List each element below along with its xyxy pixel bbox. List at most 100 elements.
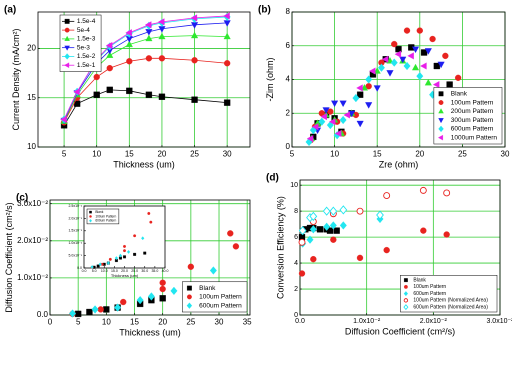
marker <box>329 221 337 230</box>
legend-marker <box>89 215 92 218</box>
marker <box>91 305 99 314</box>
x-tick-label: 15.0 <box>111 269 118 273</box>
x-tick-label: 0.0 <box>82 269 87 273</box>
x-axis-title: Zre (ohm) <box>379 159 419 169</box>
y-tick-label: 3.0x10⁻² <box>17 199 48 208</box>
legend-marker <box>403 304 409 311</box>
marker <box>309 125 317 135</box>
legend-marker <box>89 210 92 214</box>
y-tick-label: 5.0x10⁻³ <box>68 254 82 258</box>
marker <box>356 207 364 215</box>
y-axis-title: Conversion Efficiency (%) <box>275 196 285 299</box>
legend-marker <box>438 125 444 133</box>
plot-frame <box>291 11 506 148</box>
x-tick-label: 10 <box>92 149 101 158</box>
marker <box>227 230 234 237</box>
marker <box>394 50 402 58</box>
x-tick-label: 35.0 <box>151 269 158 273</box>
x-tick-label: 10 <box>330 149 339 158</box>
marker <box>446 81 453 88</box>
x-tick-label: 25 <box>186 317 195 326</box>
marker <box>309 225 317 234</box>
marker <box>411 63 420 71</box>
marker <box>159 295 166 302</box>
marker <box>232 243 240 250</box>
y-tick-label: 6 <box>294 234 298 241</box>
legend-marker <box>64 53 70 60</box>
marker <box>369 67 376 75</box>
y-axis-title: Current Density (mA/cm²) <box>11 28 21 130</box>
marker <box>419 187 427 194</box>
marker <box>420 227 427 234</box>
marker <box>98 262 102 267</box>
legend-marker <box>437 134 443 141</box>
marker <box>416 71 424 81</box>
marker <box>224 99 231 106</box>
marker <box>136 296 144 305</box>
marker <box>187 263 194 270</box>
marker <box>159 285 166 293</box>
marker <box>149 220 153 224</box>
marker <box>125 29 132 37</box>
marker <box>403 27 411 34</box>
marker <box>133 234 137 238</box>
marker <box>145 34 153 42</box>
marker <box>330 236 337 243</box>
plot-frame <box>49 199 251 316</box>
marker <box>69 309 77 318</box>
marker <box>114 303 122 312</box>
marker <box>123 245 126 248</box>
legend-box <box>433 87 503 145</box>
marker <box>356 84 363 92</box>
y-tick-label: 4 <box>286 75 291 84</box>
marker <box>429 35 436 43</box>
marker <box>442 52 449 59</box>
marker <box>306 135 314 143</box>
x-tick-label: 25 <box>190 149 199 158</box>
legend-label: 1.5e-1 <box>77 62 96 69</box>
x-tick-label: 3.0x10⁻² <box>486 318 512 325</box>
legend-marker <box>438 118 444 124</box>
marker <box>339 205 348 215</box>
x-tick-label: 20 <box>415 149 424 158</box>
legend-label: Blank <box>451 91 468 98</box>
legend-box <box>86 208 120 225</box>
marker <box>386 70 394 77</box>
marker <box>191 57 198 64</box>
legend-label: 200um Pattern <box>451 108 494 115</box>
marker <box>329 206 338 216</box>
marker <box>339 115 347 125</box>
x-tick-label: 40.0 <box>162 269 169 273</box>
marker <box>223 32 231 40</box>
x-tick-label: 15 <box>130 317 139 326</box>
marker <box>420 62 427 70</box>
y-tick-label: 10 <box>27 142 36 151</box>
marker <box>443 189 451 197</box>
y-tick-label: 0 <box>286 142 291 151</box>
marker <box>407 52 414 60</box>
marker <box>158 18 165 26</box>
y-tick-label: 8 <box>286 7 291 16</box>
legend-box <box>59 14 102 72</box>
marker <box>437 61 445 69</box>
y-tick-label: 1.0x10⁻² <box>68 241 82 245</box>
panel-label: (d) <box>266 173 279 184</box>
legend-marker <box>404 285 408 289</box>
x-tick-label: 10 <box>102 317 111 326</box>
marker <box>75 310 82 318</box>
marker <box>108 257 112 261</box>
y-tick-label: 6 <box>286 41 291 50</box>
marker <box>158 93 166 100</box>
marker <box>143 251 147 255</box>
marker <box>97 306 104 313</box>
legend-box <box>400 275 498 313</box>
x-axis-title: Thickness (um) <box>111 273 139 278</box>
marker <box>60 115 67 123</box>
legend-label: 100um Pattern <box>95 214 116 218</box>
marker <box>86 308 93 316</box>
marker <box>348 110 356 118</box>
marker <box>356 254 364 261</box>
legend-marker <box>186 294 192 300</box>
marker <box>120 298 127 306</box>
